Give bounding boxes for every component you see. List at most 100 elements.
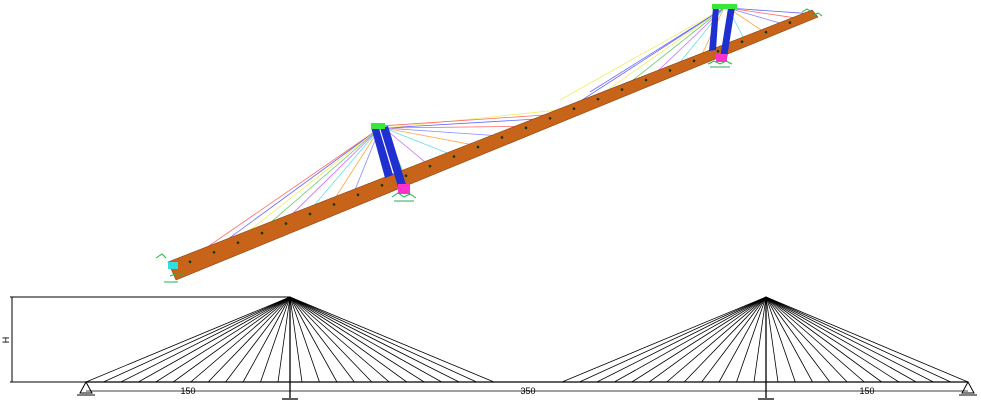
elevation-cable — [596, 296, 767, 383]
elevation-cable — [289, 296, 303, 383]
elevation-cable — [289, 296, 442, 383]
stay-cable — [204, 127, 381, 257]
left-abutment-block — [168, 262, 178, 269]
right-pylon-head — [712, 4, 737, 9]
stay-cable — [383, 127, 481, 147]
elevation-cable — [561, 296, 767, 383]
left-pylon-support-symbol — [391, 192, 417, 202]
deck-node — [668, 69, 672, 72]
elevation-cable — [289, 296, 477, 383]
stay-cable — [619, 7, 725, 91]
stay-cable — [383, 127, 506, 137]
elevation-cable — [765, 296, 848, 383]
stay-cable — [383, 107, 576, 129]
elevation-cable — [765, 296, 969, 383]
deck-node — [596, 97, 600, 101]
stay-cable — [383, 125, 531, 129]
deck-node — [260, 231, 264, 235]
elevation-cable — [138, 296, 291, 383]
right-abutment-support-symbol — [801, 8, 823, 17]
deck-node — [716, 49, 720, 53]
right-pylon-leg-back — [720, 7, 735, 58]
left-abutment-support — [155, 253, 185, 283]
deck-node — [644, 78, 648, 82]
elevation-cable — [289, 296, 390, 383]
elevation-cable — [765, 296, 951, 383]
elevation-cable — [666, 296, 767, 383]
deck-node — [764, 30, 768, 34]
deck-node — [548, 116, 552, 120]
stay-cable — [559, 7, 725, 115]
elevation-cable — [289, 296, 338, 383]
deck-node — [404, 174, 408, 177]
deck-node — [740, 40, 744, 44]
right-abutment-triangle — [961, 380, 975, 394]
elevation-cable — [649, 296, 767, 383]
span-label-left: 150 — [180, 386, 195, 396]
stay-cable — [383, 117, 551, 129]
deck-node — [212, 250, 216, 254]
elevation-cable — [718, 296, 767, 383]
deck-node — [308, 212, 312, 216]
deck-node — [332, 203, 336, 206]
deck-node — [380, 183, 384, 187]
elevation-cable — [289, 296, 355, 383]
stay-cable — [727, 7, 801, 19]
stay-cable — [589, 7, 725, 93]
elevation-cable — [753, 296, 767, 383]
right-pylon-footing — [716, 54, 727, 62]
stay-cable — [279, 127, 381, 227]
deck-node — [236, 241, 240, 244]
stay-cable — [179, 127, 381, 267]
elevation-cable — [765, 296, 900, 383]
elevation-cable — [765, 296, 865, 383]
deck-node — [572, 107, 576, 111]
elevation-cable — [683, 296, 767, 383]
elevation-cable — [765, 296, 796, 383]
elevation-cable — [631, 296, 767, 383]
deck-node — [476, 145, 480, 149]
deck-node — [284, 222, 288, 225]
elevation-cable — [103, 296, 291, 383]
stay-cable — [379, 114, 546, 127]
deck-node — [500, 136, 504, 139]
elevation-cable — [765, 296, 934, 383]
stay-cable — [383, 127, 431, 167]
elevation-cable — [242, 296, 291, 383]
height-label: H — [1, 337, 11, 344]
right-abutment-support — [801, 8, 823, 17]
left-pylon-leg-back — [380, 126, 407, 190]
elevation-cable — [277, 296, 291, 383]
right-pylon-leg-front — [709, 6, 719, 51]
stay-cable — [254, 127, 381, 237]
elevation-cable — [765, 296, 831, 383]
elevation-cable — [289, 296, 495, 383]
elevation-cable — [207, 296, 291, 383]
stay-cable — [559, 7, 725, 101]
elevation-cable — [190, 296, 291, 383]
left-pylon-head — [371, 123, 385, 129]
bridge-3d-model — [155, 4, 823, 283]
stay-cable — [304, 127, 381, 217]
stay-cable — [383, 127, 456, 157]
elevation-cable — [701, 296, 767, 383]
elevation-cable — [765, 296, 917, 383]
stay-cable — [229, 127, 381, 247]
deck-node — [524, 126, 528, 130]
bridge-elevation: H 150 350 150 — [1, 296, 977, 400]
deck-node — [788, 21, 792, 24]
deck-node — [356, 193, 360, 197]
deck-node — [692, 59, 696, 63]
deck-node — [620, 88, 624, 91]
span-label-right: 150 — [859, 386, 874, 396]
stay-cables-3d — [179, 7, 813, 267]
elevation-cable — [765, 296, 882, 383]
deck-node — [428, 164, 432, 168]
elevation-cable — [225, 296, 291, 383]
stay-cable — [727, 7, 813, 15]
stay-cable — [649, 7, 725, 79]
left-abutment-triangle — [79, 380, 93, 394]
elevation-cable — [173, 296, 291, 383]
right-pylon-support-symbol — [707, 60, 733, 68]
